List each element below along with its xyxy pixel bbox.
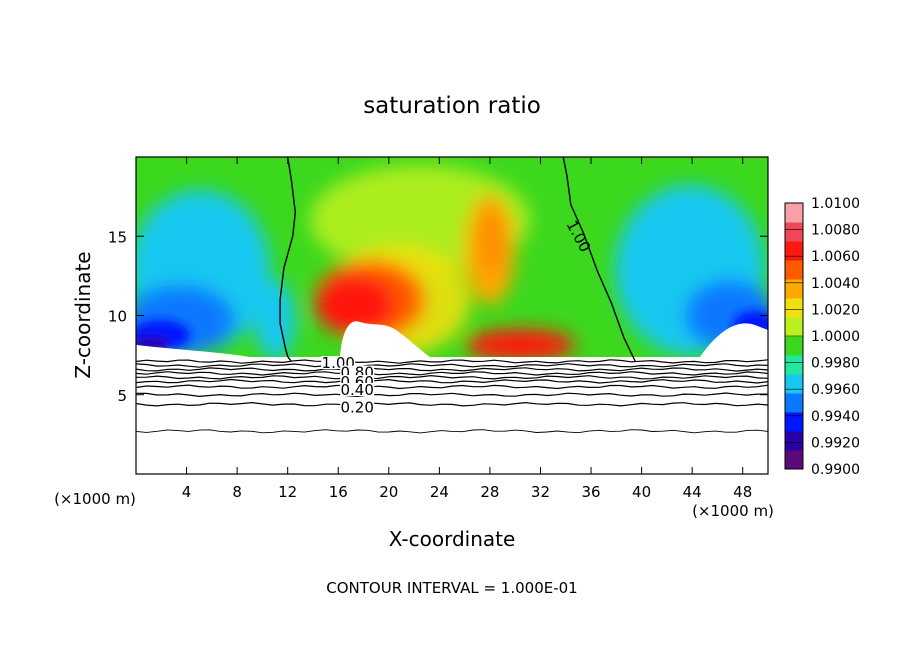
x-tick-label: 48 [733, 483, 752, 501]
contour-label: 0.40 [340, 381, 373, 399]
y-tick-label: 10 [108, 308, 127, 326]
ground-contour-line [135, 392, 768, 398]
x-unit-right: (×1000 m) [692, 502, 774, 520]
ground-contour-line [135, 359, 769, 364]
ground-contour-line [135, 374, 769, 380]
colorbar-swatch [785, 260, 803, 280]
x-tick-label: 40 [632, 483, 651, 501]
ground-contour-line [135, 367, 769, 372]
y-tick-label: 15 [108, 228, 127, 246]
colorbar-label: 0.9940 [811, 409, 860, 425]
x-tick-label: 8 [232, 483, 242, 501]
x-tick-label: 12 [278, 483, 297, 501]
x-unit-left: (×1000 m) [54, 490, 136, 508]
contour-label: 0.20 [340, 398, 373, 416]
colorbar-label: 1.0020 [811, 302, 860, 318]
x-tick-label: 36 [581, 483, 600, 501]
contour-line [279, 156, 297, 362]
colorbar-swatch [785, 241, 803, 261]
colorbar-label: 0.9920 [811, 435, 860, 451]
colorbar-label: 1.0040 [811, 276, 860, 292]
ground-contour-line [135, 378, 769, 384]
y-tick-label: 5 [117, 387, 127, 405]
x-tick-label: 28 [480, 483, 499, 501]
colorbar-label: 0.9960 [811, 382, 860, 398]
x-tick-label: 24 [430, 483, 449, 501]
colorbar-swatch [785, 222, 803, 242]
colorbar-swatch [785, 298, 803, 318]
x-tick-label: 4 [182, 483, 192, 501]
colorbar-swatch [785, 279, 803, 299]
colorbar-swatch [785, 374, 803, 394]
colorbar: 1.0100 1.0080 1.0060 1.0040 1.0020 1.0000 0.99… [784, 196, 860, 478]
colorbar-swatch [785, 317, 803, 337]
colorbar-label: 1.0080 [811, 223, 860, 239]
colorbar-label: 0.9980 [811, 356, 860, 372]
x-tick-label: 20 [379, 483, 398, 501]
ground-contour-line [135, 429, 769, 434]
x-axis-label: X-coordinate [389, 527, 516, 551]
contour-lines [135, 156, 769, 434]
x-tick-label: 44 [683, 483, 702, 501]
colorbar-swatch [785, 336, 803, 356]
y-axis-ticks: 5 10 15 [108, 228, 768, 405]
x-tick-label: 16 [329, 483, 348, 501]
colorbar-swatch [785, 450, 803, 470]
colorbar-swatch [785, 412, 803, 432]
contour-label-bg [340, 382, 375, 396]
ground-contour-line [135, 371, 769, 376]
colorbar-swatch [785, 431, 803, 451]
y-axis-label: Z-coordinate [71, 251, 95, 378]
contour-line [562, 156, 636, 362]
chart-title: saturation ratio [363, 93, 541, 119]
heatmap-field [136, 157, 768, 474]
x-axis-ticks: 4 8 12 16 20 24 28 32 36 40 44 48 [182, 157, 752, 501]
colorbar-swatch [785, 393, 803, 413]
ground-contour-line [135, 401, 769, 407]
colorbar-label: 1.0060 [811, 249, 860, 265]
ground-contour-line [135, 363, 769, 368]
ground-contour-line [135, 384, 769, 390]
colorbar-label: 0.9900 [811, 462, 860, 478]
colorbar-label: 1.0000 [811, 329, 860, 345]
contour-label-bg [340, 400, 375, 414]
colorbar-label: 1.0100 [811, 196, 860, 212]
contour-interval-note: CONTOUR INTERVAL = 1.000E-01 [326, 579, 577, 597]
colorbar-swatch [785, 203, 803, 223]
contour-labels: 1.001.000.800.600.400.20 [321, 217, 594, 416]
colorbar-swatch [785, 355, 803, 375]
x-tick-label: 32 [531, 483, 550, 501]
